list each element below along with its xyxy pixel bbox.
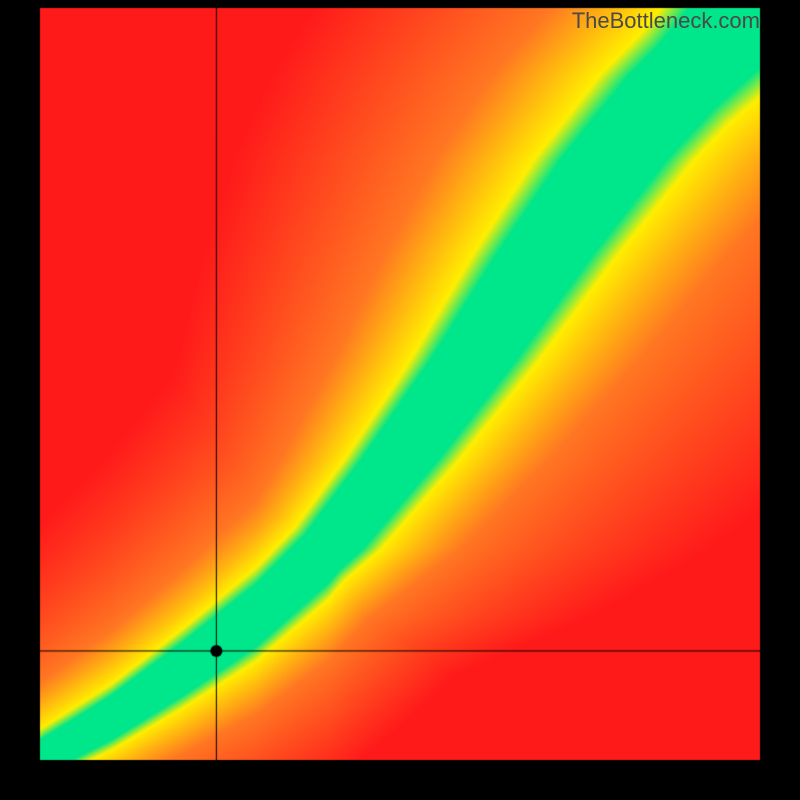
bottleneck-chart: TheBottleneck.com xyxy=(0,0,800,800)
heatmap-canvas xyxy=(0,0,800,800)
watermark-text: TheBottleneck.com xyxy=(572,8,760,34)
